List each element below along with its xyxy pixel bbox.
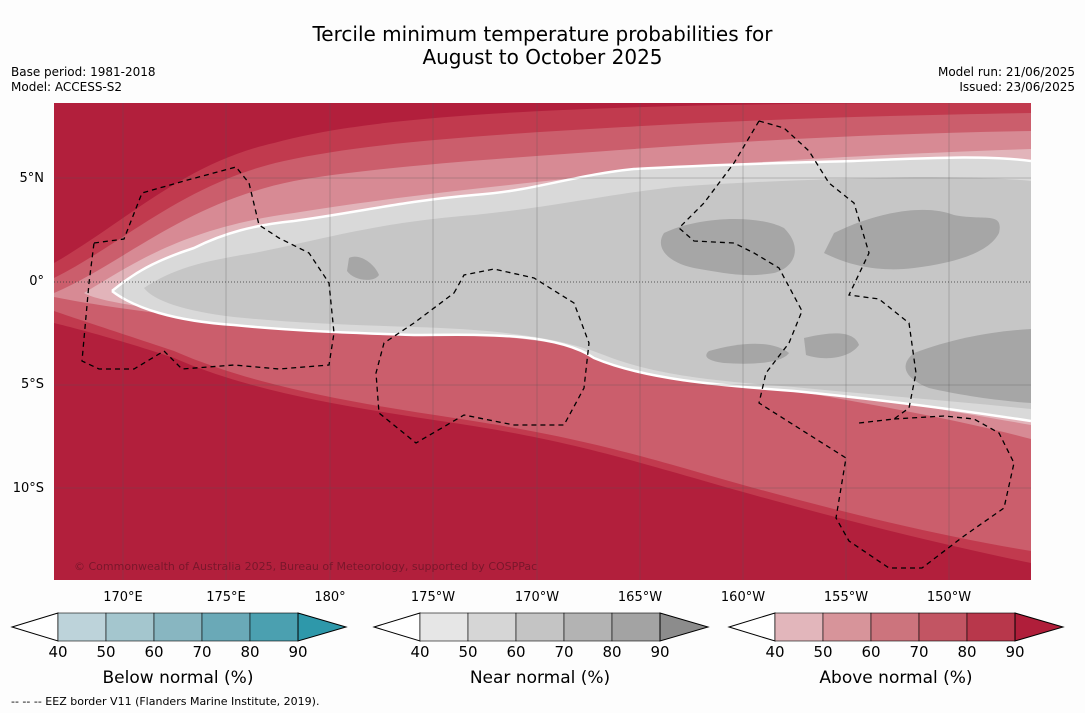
lon-label-180: 180° <box>314 590 346 605</box>
near-normal-dark-4 <box>706 343 789 364</box>
lat-label-5s: 5°S <box>20 377 44 392</box>
eez-footnote: -- -- -- EEZ border V11 (Flanders Marine… <box>11 695 320 708</box>
colorbar-below-bin-40 <box>57 612 107 642</box>
colorbar-near-tick-50: 50 <box>458 643 478 661</box>
lon-label-160w: 160°W <box>720 590 766 605</box>
colorbar-near-normal <box>372 612 710 642</box>
colorbar-below-bin-50 <box>105 612 155 642</box>
colorbar-below-title: Below normal (%) <box>102 668 254 688</box>
lat-label-0: 0° <box>29 274 44 289</box>
longitude-gridlines <box>122 103 950 580</box>
copyright-text: © Commonwealth of Australia 2025, Bureau… <box>74 560 537 573</box>
colorbar-near-low-arrow <box>372 612 421 642</box>
colorbar-below-low-arrow <box>10 612 59 642</box>
model-text: Model: ACCESS-S2 <box>11 80 123 94</box>
map-title-line2: August to October 2025 <box>422 45 663 69</box>
map-title-line1: Tercile minimum temperature probabilitie… <box>312 22 773 46</box>
lon-label-170w: 170°W <box>514 590 560 605</box>
colorbar-below-normal <box>10 612 348 642</box>
lon-label-155w: 155°W <box>823 590 869 605</box>
colorbar-above-bin-50 <box>822 612 872 642</box>
colorbar-below-tick-40: 40 <box>48 643 68 661</box>
colorbar-below-tick-70: 70 <box>192 643 212 661</box>
base-period-text: Base period: 1981-2018 <box>11 65 156 79</box>
colorbar-above-bin-60 <box>870 612 920 642</box>
eez-border-kiribati-west <box>81 166 335 370</box>
colorbar-near-tick-90: 90 <box>650 643 670 661</box>
colorbar-near-bin-60 <box>515 612 565 642</box>
lon-label-165w: 165°W <box>617 590 663 605</box>
colorbar-above-bin-40 <box>774 612 824 642</box>
colorbar-near-bin-50 <box>467 612 517 642</box>
colorbar-above-bin-70 <box>918 612 968 642</box>
lon-label-170e: 170°E <box>103 590 143 605</box>
colorbar-above-tick-80: 80 <box>957 643 977 661</box>
near-normal-dark-6 <box>347 256 379 280</box>
lat-label-5n: 5°N <box>19 171 45 186</box>
colorbar-below-tick-80: 80 <box>240 643 260 661</box>
colorbar-above-tick-50: 50 <box>813 643 833 661</box>
colorbar-below-tick-50: 50 <box>96 643 116 661</box>
eez-border-line-islands-2 <box>678 120 1015 569</box>
model-run-text: Model run: 21/06/2025 <box>937 65 1075 79</box>
colorbar-above-low-arrow <box>727 612 776 642</box>
colorbar-above-high-arrow <box>1014 612 1065 642</box>
near-normal-dark-3 <box>905 329 1031 403</box>
colorbar-above-normal <box>727 612 1065 642</box>
eez-borders <box>81 120 1015 569</box>
colorbar-near-tick-80: 80 <box>602 643 622 661</box>
colorbar-near-tick-40: 40 <box>410 643 430 661</box>
colorbar-near-title: Near normal (%) <box>469 668 611 688</box>
colorbar-near-high-arrow <box>659 612 710 642</box>
colorbar-above-tick-70: 70 <box>909 643 929 661</box>
colorbar-above-tick-90: 90 <box>1005 643 1025 661</box>
colorbar-below-tick-90: 90 <box>288 643 308 661</box>
colorbar-near-bin-80 <box>611 612 661 642</box>
colorbar-near-tick-60: 60 <box>506 643 526 661</box>
latitude-gridlines <box>54 177 1031 489</box>
colorbar-below-bin-60 <box>153 612 203 642</box>
colorbar-above-bin-80 <box>966 612 1016 642</box>
lon-label-150w: 150°W <box>926 590 972 605</box>
colorbar-near-tick-70: 70 <box>554 643 574 661</box>
colorbar-above-tick-40: 40 <box>765 643 785 661</box>
near-normal-boundary <box>111 156 1031 423</box>
near-normal-dark-5 <box>804 333 859 359</box>
lat-label-10s: 10°S <box>12 481 44 496</box>
lon-label-175e: 175°E <box>206 590 246 605</box>
colorbar-below-bin-70 <box>201 612 251 642</box>
eez-border-line-islands <box>758 120 917 424</box>
colorbar-above-tick-60: 60 <box>861 643 881 661</box>
issued-text: Issued: 23/06/2025 <box>959 80 1075 94</box>
colorbar-below-tick-60: 60 <box>144 643 164 661</box>
lon-label-175w: 175°W <box>410 590 456 605</box>
probability-map: © Commonwealth of Australia 2025, Bureau… <box>54 103 1031 580</box>
colorbar-below-bin-80 <box>249 612 299 642</box>
colorbar-near-bin-40 <box>419 612 469 642</box>
colorbar-above-title: Above normal (%) <box>819 668 973 688</box>
colorbar-below-high-arrow <box>297 612 348 642</box>
colorbar-near-bin-70 <box>563 612 613 642</box>
near-normal-dark-1 <box>660 218 795 276</box>
